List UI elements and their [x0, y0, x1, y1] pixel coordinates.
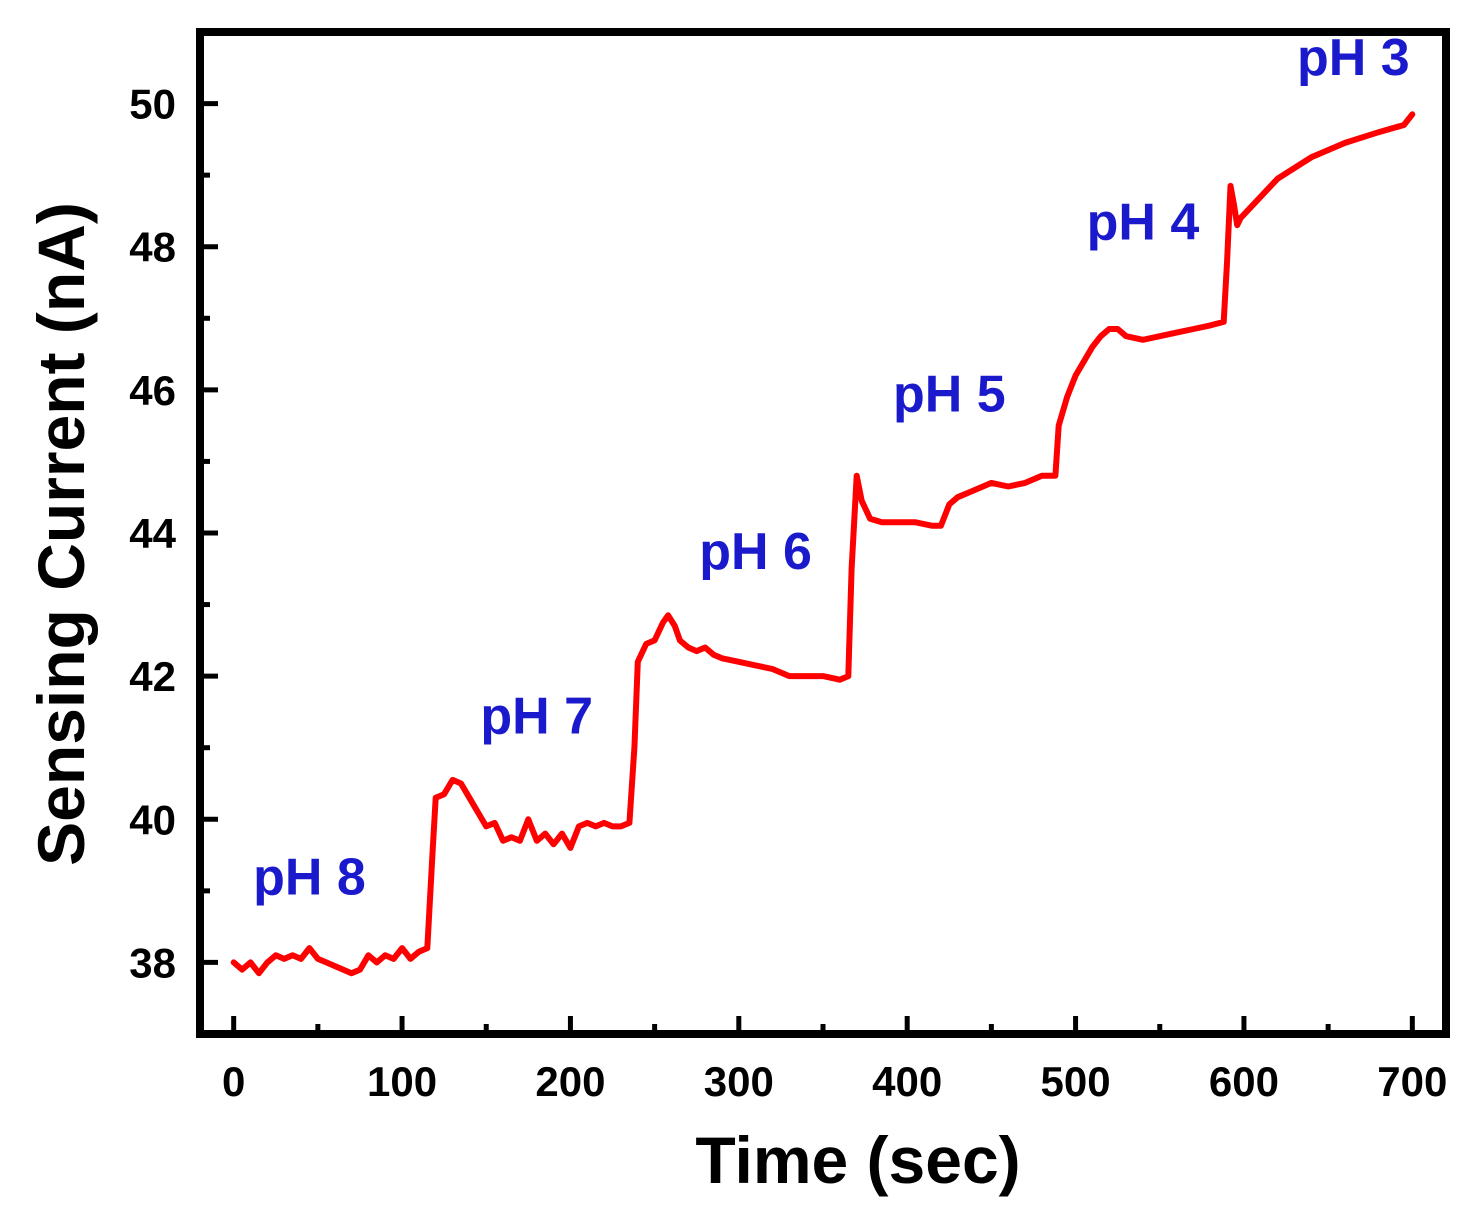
y-tick-label: 44: [129, 510, 176, 557]
x-tick-label: 600: [1209, 1058, 1279, 1105]
ph-annotation-label: pH 8: [253, 848, 366, 906]
x-tick-label: 200: [535, 1058, 605, 1105]
x-axis-title: Time (sec): [695, 1123, 1020, 1197]
ph-annotation-label: pH 7: [480, 687, 593, 745]
x-tick-label: 100: [367, 1058, 437, 1105]
ph-annotation-label: pH 3: [1297, 29, 1410, 87]
ph-annotation-label: pH 5: [893, 365, 1006, 423]
y-tick-label: 48: [129, 224, 176, 271]
y-tick-label: 42: [129, 653, 176, 700]
tick-group: 0 100 200 300 400 500 600 700 38 40 42 44 46 48 50: [129, 29, 1447, 1105]
x-tick-label: 700: [1377, 1058, 1447, 1105]
x-tick-label: 500: [1041, 1058, 1111, 1105]
y-tick-label: 38: [129, 939, 176, 986]
ph-annotation-label: pH 4: [1087, 194, 1200, 252]
annotation-group: pH 8 pH 7 pH 6 pH 5 pH 4 pH 3: [253, 29, 1410, 906]
ph-annotation-label: pH 6: [699, 523, 812, 581]
y-axis-title: Sensing Current (nA): [24, 202, 98, 866]
y-tick-label: 46: [129, 367, 176, 414]
y-tick-label: 40: [129, 796, 176, 843]
series-line: [230, 111, 1416, 977]
x-tick-label: 400: [872, 1058, 942, 1105]
series-group: [230, 111, 1416, 977]
plot-frame: [196, 28, 1450, 1038]
x-tick-label: 0: [222, 1058, 245, 1105]
x-tick-label: 300: [704, 1058, 774, 1105]
y-tick-label: 50: [129, 81, 176, 128]
plot-frame-group: [196, 28, 1450, 1038]
